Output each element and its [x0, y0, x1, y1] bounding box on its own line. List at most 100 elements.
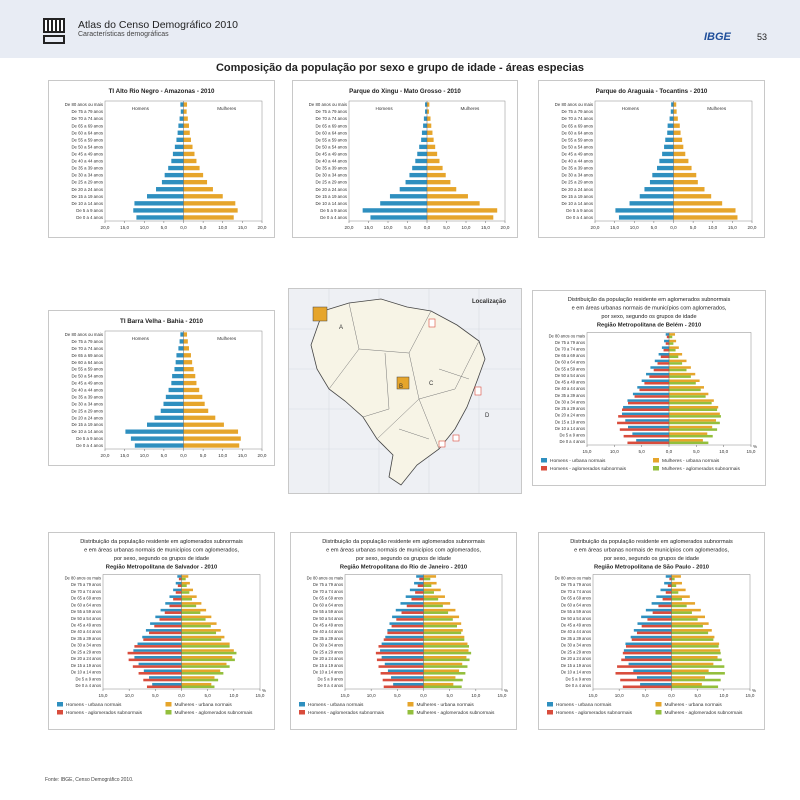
bar-homens-urbana: [630, 635, 672, 639]
bar-mulheres: [673, 179, 698, 185]
bar-homens-urbana: [664, 339, 669, 343]
bar-mulheres-aglomerados: [671, 658, 722, 662]
bar-homens: [380, 201, 427, 206]
bar-homens-aglomerados: [138, 672, 182, 675]
x-tick-label: 20,0: [101, 225, 110, 230]
bar-mulheres-aglomerados: [669, 368, 687, 372]
age-tick-label: De 10 a 14 anos: [71, 670, 101, 675]
age-tick-label: De 20 a 24 anos: [561, 187, 593, 192]
bar-mulheres: [673, 187, 705, 192]
age-tick-label: De 5 a 9 anos: [566, 208, 593, 213]
bar-homens: [171, 380, 184, 386]
age-tick-label: De 75 a 79 anos: [561, 582, 591, 587]
bar-mulheres: [427, 187, 457, 192]
bar-mulheres-aglomerados: [671, 624, 703, 628]
x-tick-label: 15,0: [481, 225, 490, 230]
bar-homens: [130, 436, 184, 441]
age-tick-label: De 55 a 59 anos: [71, 609, 101, 614]
age-tick-label: De 10 a 14 anos: [71, 429, 103, 434]
bar-mulheres-aglomerados: [669, 388, 701, 392]
age-tick-label: De 0 a 4 anos: [76, 215, 103, 220]
marker-salvador: [474, 386, 482, 396]
chart-panel-alto-rio-negro: TI Alto Rio Negro - Amazonas - 2010 Homen…: [48, 80, 275, 238]
chart-title-region: Região Metropolitana de São Paulo - 2010: [594, 565, 709, 571]
legend-label: Homens - aglomerados subnormais: [556, 710, 633, 716]
age-tick-label: De 15 a 19 anos: [71, 663, 101, 668]
bar-homens: [649, 179, 674, 185]
age-tick-label: De 25 a 29 anos: [561, 180, 593, 185]
bar-mulheres-aglomerados: [669, 342, 674, 345]
age-tick-label: De 20 a 24 anos: [71, 187, 103, 192]
legend-swatch: [57, 702, 63, 707]
bar-homens-aglomerados: [159, 618, 182, 621]
bar-homens: [174, 367, 184, 372]
x-tick-label: 5,0: [161, 453, 168, 458]
bar-homens-urbana: [623, 405, 669, 409]
bar-homens-aglomerados: [128, 658, 182, 662]
bar-mulheres-urbana: [669, 372, 696, 376]
bar-homens-urbana: [627, 399, 669, 402]
bar-mulheres: [673, 201, 723, 206]
chart-title-line: por sexo, segundo os grupos de idade: [601, 314, 696, 320]
bar-homens-aglomerados: [665, 342, 669, 345]
bar-mulheres: [183, 387, 200, 393]
x-tick-label: 10,0: [630, 225, 639, 230]
bar-homens-aglomerados: [169, 604, 182, 608]
bar-mulheres-urbana: [671, 588, 686, 592]
age-tick-label: De 55 a 59 anos: [561, 609, 591, 614]
x-tick-label: 10,0: [218, 453, 227, 458]
bar-homens-urbana: [651, 602, 672, 605]
bar-mulheres-aglomerados: [423, 604, 443, 608]
bar-homens: [136, 215, 184, 220]
bar-mulheres: [183, 137, 191, 143]
bar-mulheres-aglomerados: [181, 672, 224, 675]
bar-mulheres-urbana: [423, 608, 456, 612]
source-footer: Fonte: IBGE, Censo Demográfico 2010.: [45, 777, 134, 783]
x-tick-label: 15,0: [583, 449, 592, 454]
bar-mulheres-urbana: [669, 405, 719, 409]
bar-mulheres-aglomerados: [181, 591, 190, 594]
bar-homens-urbana: [387, 669, 424, 673]
bar-homens: [670, 109, 674, 114]
x-tick-label: 5,0: [694, 693, 701, 698]
bar-mulheres-aglomerados: [423, 651, 472, 655]
age-tick-label: De 60 a 64 anos: [315, 130, 347, 135]
bar-mulheres: [427, 194, 468, 199]
x-tick-label: 10,0: [615, 693, 624, 698]
bar-mulheres: [673, 123, 680, 128]
x-tick-label: 15,0: [99, 693, 108, 698]
age-tick-label: De 10 a 14 anos: [555, 426, 585, 431]
bar-mulheres: [183, 123, 189, 128]
age-tick-label: De 10 a 14 anos: [315, 201, 347, 206]
bar-mulheres: [183, 130, 190, 135]
age-tick-label: De 45 a 49 anos: [561, 151, 593, 156]
bar-mulheres-urbana: [669, 386, 704, 389]
age-tick-label: De 30 a 34 anos: [71, 173, 103, 178]
age-tick-label: De 55 a 59 anos: [315, 137, 347, 142]
bar-homens-urbana: [409, 588, 424, 592]
age-tick-label: De 35 a 39 anos: [315, 166, 347, 171]
bar-mulheres: [183, 346, 189, 351]
bar-homens-aglomerados: [401, 611, 424, 614]
bar-homens-aglomerados: [647, 618, 672, 621]
x-tick-label: 10,0: [610, 449, 619, 454]
bar-homens-urbana: [384, 662, 424, 666]
bar-homens: [669, 116, 674, 121]
bar-mulheres-urbana: [671, 655, 718, 659]
bar-homens-aglomerados: [175, 591, 182, 594]
bar-homens-urbana: [665, 333, 669, 336]
bar-homens: [146, 194, 184, 199]
unit-label: %: [504, 688, 508, 693]
age-tick-label: De 55 a 59 anos: [561, 137, 593, 142]
bar-homens-aglomerados: [177, 584, 182, 588]
bar-homens-aglomerados: [149, 631, 182, 635]
legend-swatch: [653, 466, 659, 471]
bar-homens-aglomerados: [663, 348, 669, 352]
x-tick-label: 10,0: [125, 693, 134, 698]
unit-label: %: [752, 688, 756, 693]
bar-mulheres-aglomerados: [423, 584, 432, 588]
x-tick-label: 5,0: [404, 225, 411, 230]
bar-mulheres-urbana: [669, 425, 713, 429]
x-tick-label: 0,0: [180, 225, 187, 230]
age-tick-label: De 80 anos ou mais: [549, 333, 585, 338]
